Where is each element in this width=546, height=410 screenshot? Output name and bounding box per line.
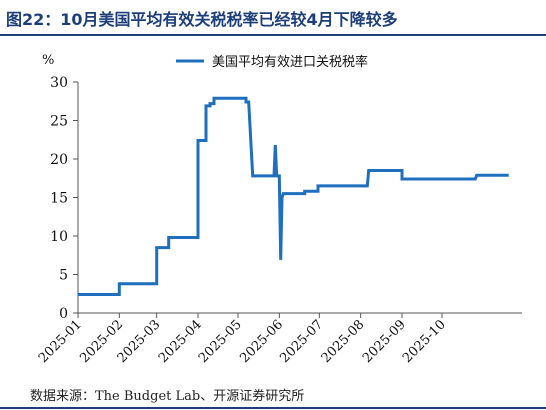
x-tick-label: 2025-09 bbox=[360, 317, 409, 366]
y-tick-label: 10 bbox=[50, 229, 68, 245]
y-tick-label: 0 bbox=[59, 306, 68, 322]
x-tick-label: 2025-04 bbox=[156, 317, 205, 366]
x-tick-label: 2025-06 bbox=[237, 317, 286, 366]
x-tick-label: 2025-07 bbox=[277, 317, 326, 366]
x-tick-label: 2025-01 bbox=[36, 317, 85, 366]
title-divider bbox=[0, 34, 546, 36]
figure-title: 图22：10月美国平均有效关税税率已经较4月下降较多 bbox=[6, 10, 398, 29]
x-tick-label: 2025-08 bbox=[319, 317, 368, 366]
y-tick-label: 20 bbox=[50, 152, 68, 168]
y-unit-label: % bbox=[42, 53, 54, 68]
x-tick-label: 2025-10 bbox=[400, 317, 449, 366]
x-tick-label: 2025-05 bbox=[196, 317, 245, 366]
legend-label: 美国平均有效进口关税税率 bbox=[212, 54, 368, 70]
series-line bbox=[78, 96, 509, 296]
y-tick-label: 5 bbox=[59, 268, 68, 284]
y-tick-label: 25 bbox=[50, 114, 68, 130]
y-tick-label: 30 bbox=[50, 75, 68, 91]
source-note: 数据来源：The Budget Lab、开源证券研究所 bbox=[30, 389, 305, 404]
y-tick-label: 15 bbox=[50, 191, 68, 207]
bottom-divider bbox=[0, 407, 546, 409]
